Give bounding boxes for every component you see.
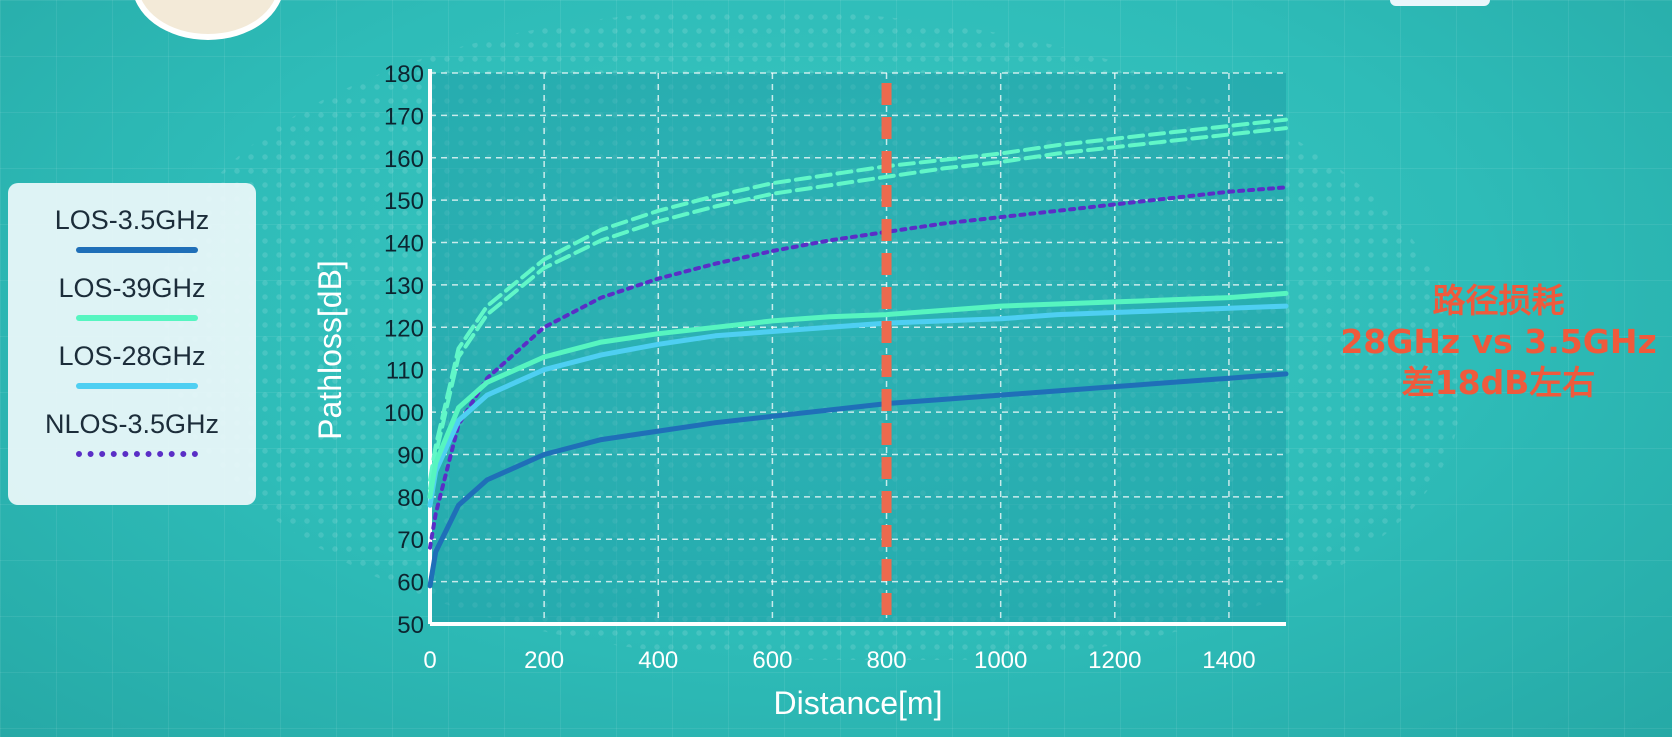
annotation-line-1: 路径损耗 [1432,281,1565,320]
y-tick-label: 150 [384,188,424,215]
legend-swatch-los-28ghz [76,383,198,389]
y-tick-label: 180 [384,61,424,88]
series-los-39ghz [427,290,1289,500]
y-tick-label: 130 [384,273,424,300]
x-axis-label: Distance[m] [774,685,943,721]
y-tick-label: 170 [384,103,424,130]
x-tick-label: 1400 [1202,647,1255,674]
series-dashed-4 [428,117,1288,482]
pathloss-annotation: 路径损耗 28GHz vs 3.5GHz 差18dB左右 [1325,280,1672,403]
x-tick-label: 800 [867,647,907,674]
y-axis-label: Pathloss[dB] [312,260,348,440]
corner-decoration [1390,0,1490,6]
legend-label-los-28ghz: LOS-28GHz [58,341,206,371]
x-tick-label: 1000 [974,647,1027,674]
legend-label-los-39ghz: LOS-39GHz [58,273,206,303]
y-tick-label: 160 [384,146,424,173]
y-tick-label: 110 [386,358,424,385]
x-tick-label: 400 [638,647,678,674]
x-tick-label: 200 [524,647,564,674]
legend-swatch-los-39ghz [76,315,198,321]
annotation-line-2: 28GHz vs 3.5GHz [1340,322,1657,361]
y-tick-label: 70 [397,527,424,554]
y-tick-label: 140 [384,231,424,258]
series-los-3-5ghz [427,371,1289,589]
legend-swatch-los-3-5ghz [76,247,198,253]
legend-label-nlos-3-5ghz: NLOS-3.5GHz [44,409,220,439]
series-los-28ghz [427,303,1289,508]
legend-swatch-nlos-3-5ghz [76,451,198,457]
legend-label-los-3-5ghz: LOS-3.5GHz [54,205,210,235]
x-tick-label: 0 [423,647,436,674]
y-tick-label: 90 [397,442,424,469]
y-tick-label: 80 [397,485,424,512]
x-tick-label: 1200 [1088,647,1141,674]
world-map-dots [160,10,1460,660]
y-tick-label: 120 [384,315,424,342]
annotation-line-3: 差18dB左右 [1401,363,1596,402]
y-tick-label: 50 [397,612,424,639]
series-dashed-5 [428,126,1288,491]
chart-legend: LOS-3.5GHz LOS-39GHz LOS-28GHz NLOS-3.5G… [8,183,256,505]
y-tick-label: 100 [384,400,424,427]
plot-area [430,73,1286,624]
x-tick-label: 600 [752,647,792,674]
y-tick-label: 60 [397,570,424,597]
